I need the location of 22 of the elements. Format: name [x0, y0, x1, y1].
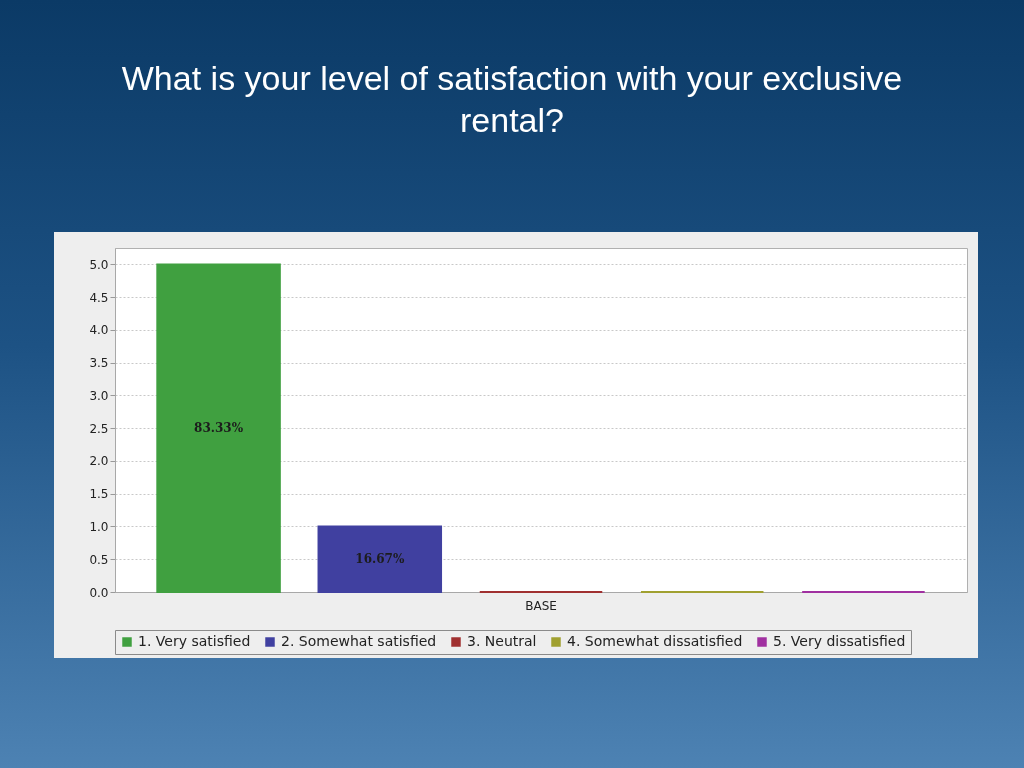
- bar: [317, 525, 443, 593]
- x-tick-label: BASE: [525, 598, 557, 613]
- y-tick-label: 0.5: [89, 552, 109, 567]
- y-tick-label: 3.0: [89, 388, 109, 403]
- legend-label: 4. Somewhat dissatisfied: [567, 633, 743, 649]
- bar: [156, 263, 281, 593]
- legend-label: 1. Very satisfied: [138, 633, 251, 649]
- annotation: 16.67%: [355, 552, 405, 567]
- chart-title: What is your level of satisfaction with your exclusive rental?: [120, 58, 904, 141]
- y-tick-label: 4.5: [89, 290, 109, 305]
- y-tick-label: 0.0: [89, 585, 109, 600]
- y-tick-label: 1.5: [89, 487, 109, 502]
- legend-label: 2. Somewhat satisfied: [281, 633, 437, 649]
- y-tick-label: 4.0: [89, 323, 109, 338]
- legend-label: 3. Neutral: [467, 633, 537, 649]
- y-tick-label: 3.5: [89, 356, 109, 371]
- y-tick-label: 2.0: [89, 454, 109, 469]
- y-tick-label: 5.0: [89, 257, 109, 272]
- y-tick-label: 2.5: [89, 421, 109, 436]
- y-tick-label: 1.0: [89, 519, 109, 534]
- annotation: 83.33%: [194, 421, 244, 436]
- legend-label: 5. Very dissatisfied: [773, 633, 906, 649]
